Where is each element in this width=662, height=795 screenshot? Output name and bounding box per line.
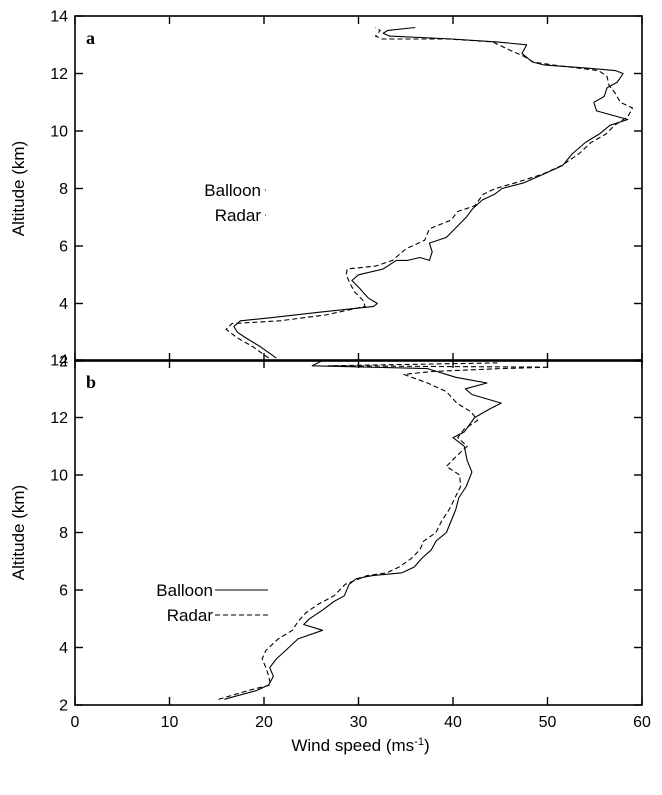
legend-label-radar: Radar (167, 606, 214, 625)
y-tick-label: 10 (50, 468, 68, 485)
panel-b: 2 4 6 8 10 12 14 0 10 20 30 40 50 60 Altitude (km) Wind… (9, 353, 651, 756)
y-tick-label: 4 (59, 296, 68, 313)
legend-label-balloon: Balloon (156, 581, 213, 600)
x-axis-title-superscript: -1 (414, 736, 424, 748)
series-line-radar (225, 27, 634, 359)
series-line-radar (218, 362, 550, 700)
y-tick-label: 8 (59, 181, 68, 198)
y-tick-label: 14 (50, 353, 68, 370)
x-tick-label: 60 (633, 714, 651, 731)
plot-frame (74, 15, 643, 362)
panel-label: b (86, 372, 96, 392)
y-tick-label: 14 (50, 9, 68, 26)
y-tick-label: 2 (59, 354, 68, 371)
x-tick-label: 30 (350, 714, 368, 731)
x-tick-label: 0 (71, 714, 80, 731)
series-line-balloon (224, 359, 502, 700)
y-tick-label: 2 (59, 698, 68, 715)
y-axis-title: Altitude (km) (9, 485, 28, 580)
y-tick-label: 4 (59, 640, 68, 657)
plot-frame (74, 359, 643, 706)
x-axis-title: Wind speed (ms-1) (291, 736, 429, 755)
x-tick-label: 40 (444, 714, 462, 731)
x-tick-label: 20 (255, 714, 273, 731)
y-axis-title: Altitude (km) (9, 141, 28, 236)
y-tick-label: 12 (50, 410, 68, 427)
y-tick-label: 8 (59, 525, 68, 542)
panel-label: a (86, 28, 95, 48)
series-line-balloon (233, 26, 629, 359)
x-axis-title-close: ) (424, 736, 430, 755)
y-tick-label: 6 (59, 239, 68, 256)
x-tick-label: 50 (539, 714, 557, 731)
y-tick-label: 10 (50, 124, 68, 141)
panel-a: 2 4 6 8 10 12 14 Altitude (km) a Balloon Radar (9, 9, 643, 371)
legend-label-balloon: Balloon (204, 181, 261, 200)
y-tick-label: 12 (50, 66, 68, 83)
y-tick-label: 6 (59, 583, 68, 600)
x-tick-label: 10 (161, 714, 179, 731)
legend-label-radar: Radar (215, 206, 262, 225)
